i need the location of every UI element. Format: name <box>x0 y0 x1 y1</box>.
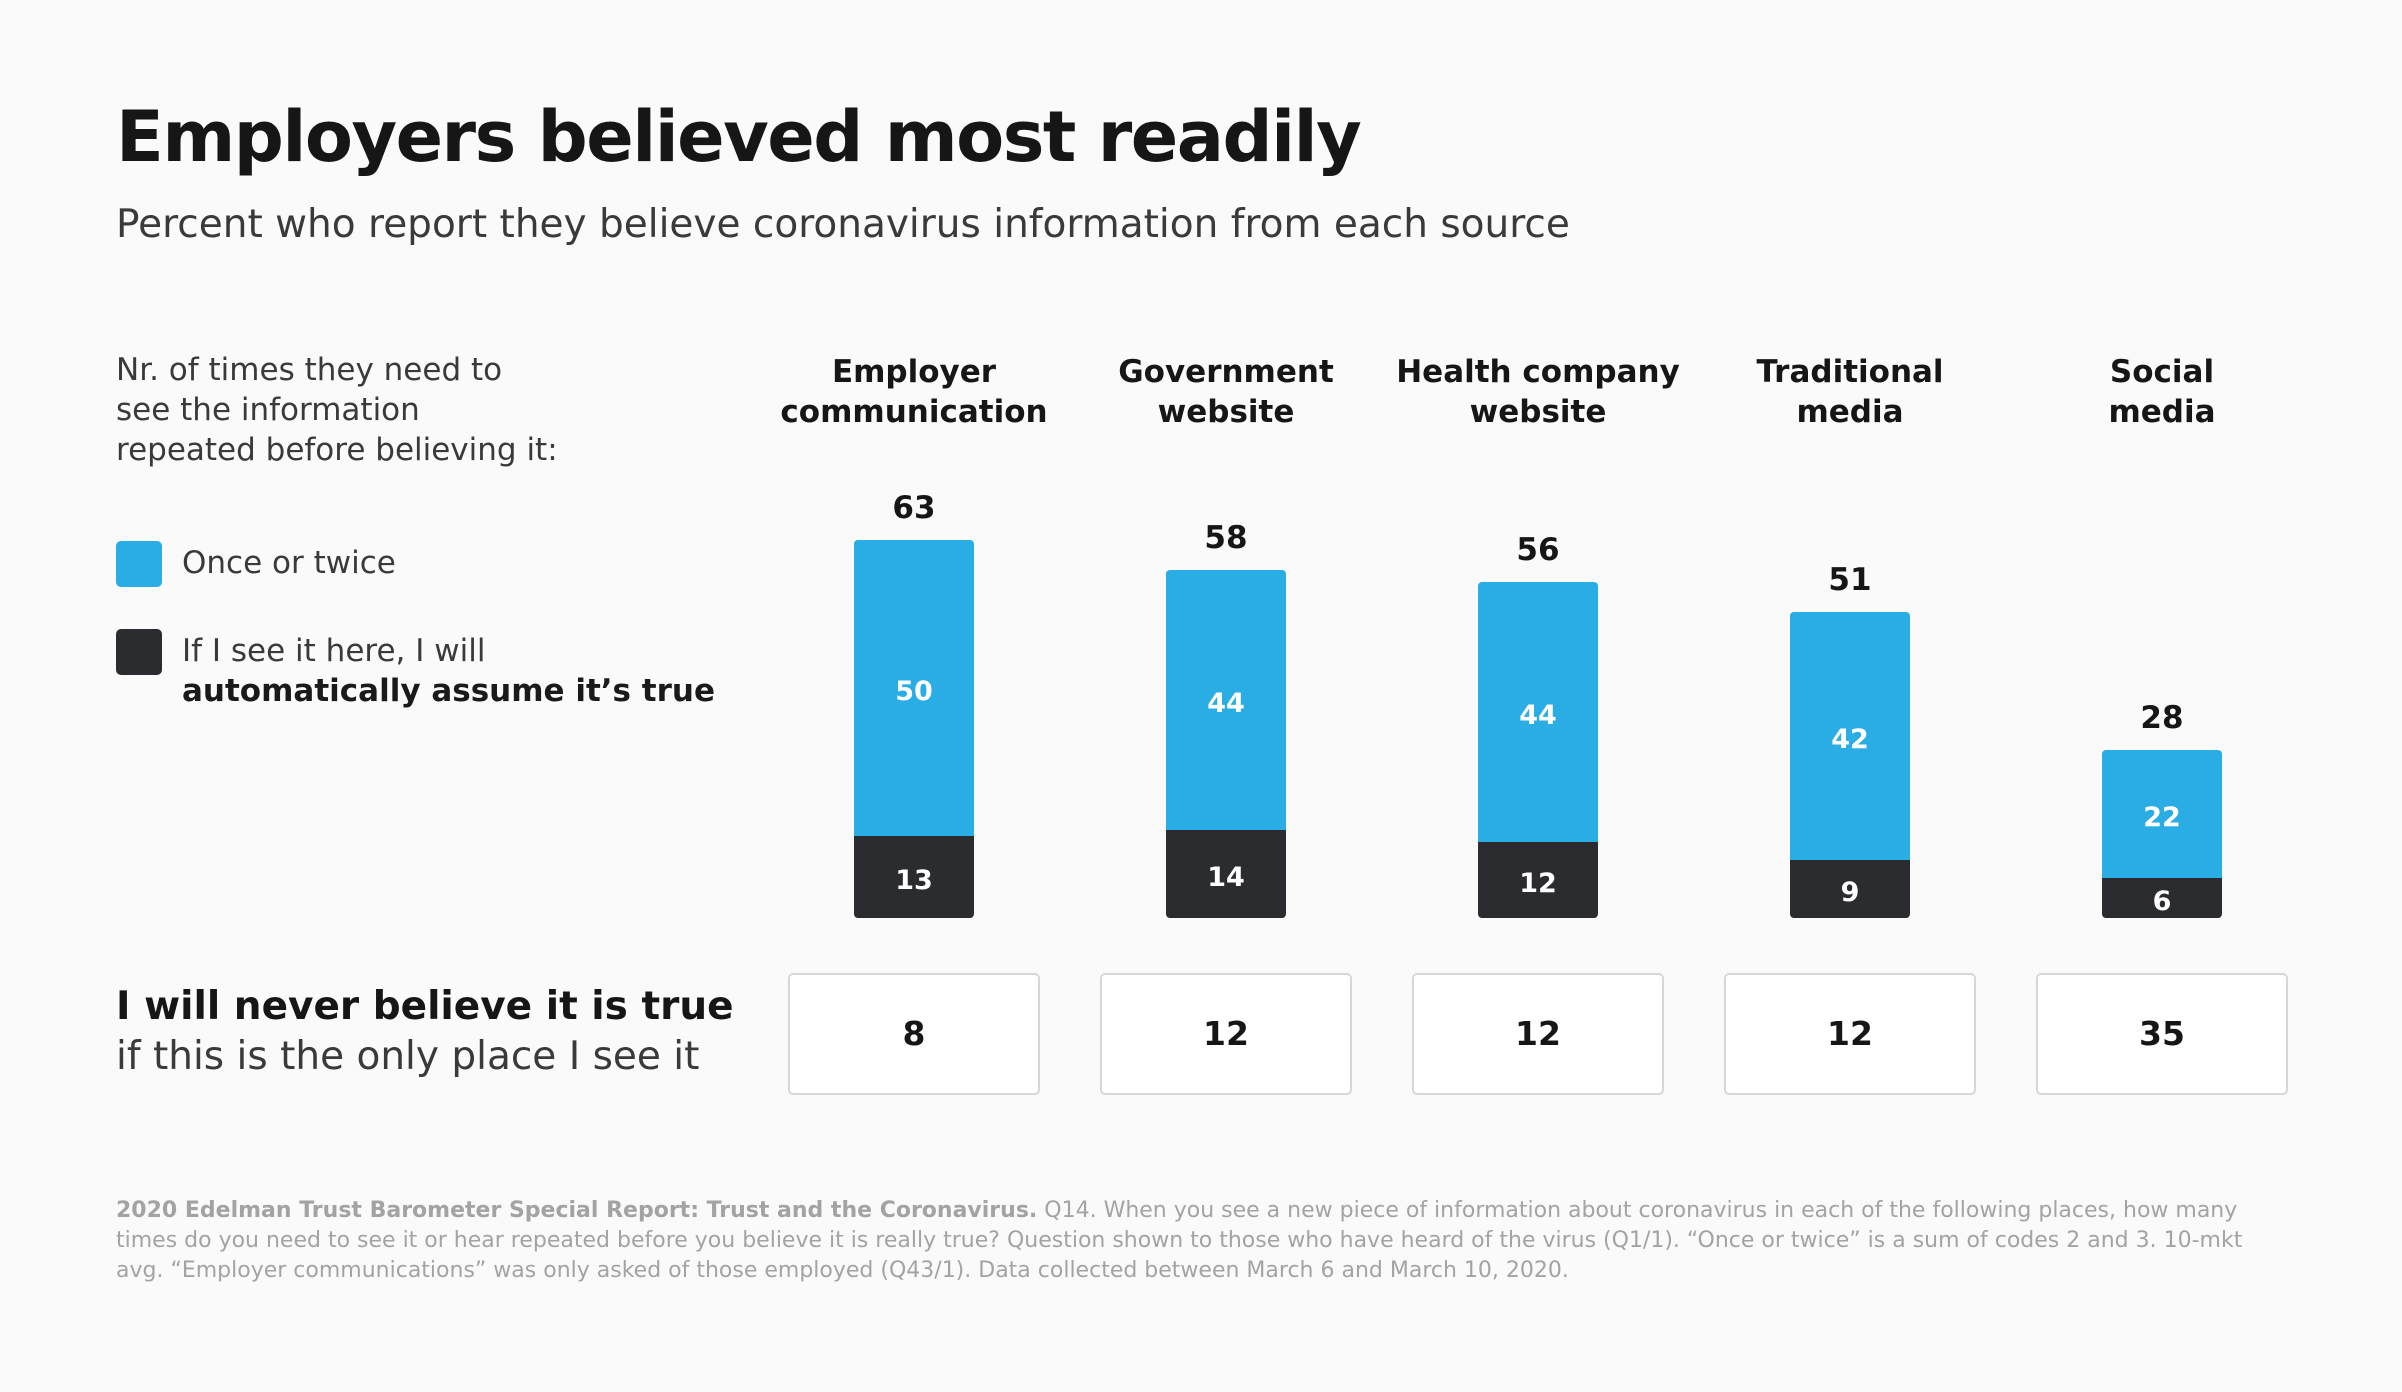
category-label: Health company <box>1396 354 1680 390</box>
never-value-box <box>1100 973 1352 1095</box>
bar-segment-auto <box>1478 846 1598 918</box>
legend-intro-line: Nr. of times they need to <box>116 352 503 388</box>
never-value-label: 12 <box>1515 1014 1561 1053</box>
bar-segment-once <box>1478 582 1598 846</box>
bar-value-label-auto: 13 <box>895 865 933 896</box>
bar-value-label-once: 22 <box>2143 802 2181 833</box>
bar-total-label: 28 <box>2140 700 2183 736</box>
legend-label-auto-line2: automatically assume it’s true <box>182 673 715 709</box>
category-label: media <box>2108 394 2215 430</box>
bar-value-label-once: 50 <box>895 676 933 707</box>
never-believe-line1: I will never believe it is true <box>116 984 734 1029</box>
never-believe-line2: if this is the only place I see it <box>116 1034 700 1079</box>
bar-segment-auto <box>2102 882 2222 918</box>
legend-label-once: Once or twice <box>182 545 396 581</box>
legend-intro: Nr. of times they need to see the inform… <box>116 350 596 470</box>
bar-value-label-once: 44 <box>1519 700 1557 731</box>
footnote-text: Q14. When you see a new piece of informa… <box>116 1198 2243 1283</box>
legend-swatch-once <box>116 541 162 587</box>
bar-value-label-auto: 6 <box>2153 886 2172 917</box>
never-value-label: 12 <box>1827 1014 1873 1053</box>
bar-value-label-auto: 12 <box>1519 868 1557 899</box>
bar-value-label-once: 42 <box>1831 724 1869 755</box>
legend-intro-line: see the information <box>116 392 420 428</box>
bar-total-label: 56 <box>1516 532 1559 568</box>
bar-segment-once <box>2102 750 2222 882</box>
bar-segment-joint <box>1166 830 1286 838</box>
bar-total-label: 58 <box>1204 520 1247 556</box>
legend-intro-line: repeated before believing it: <box>116 432 558 468</box>
legend-label-auto: If I see it here, I will automatically a… <box>182 631 715 711</box>
bar-value-label-auto: 14 <box>1207 862 1245 893</box>
bar-value-label-auto: 9 <box>1841 877 1860 908</box>
never-value-label: 12 <box>1203 1014 1249 1053</box>
bar-segment-joint <box>2102 878 2222 886</box>
legend-swatch-auto <box>116 629 162 675</box>
category-label: website <box>1158 394 1295 430</box>
category-label: communication <box>780 394 1047 430</box>
never-believe-label: I will never believe it is true if this … <box>116 982 734 1082</box>
never-value-box <box>1724 973 1976 1095</box>
bar-total-label: 51 <box>1828 562 1871 598</box>
chart-subtitle: Percent who report they believe coronavi… <box>116 202 1570 247</box>
category-label: Employer <box>832 354 997 390</box>
bar-segment-once <box>1790 612 1910 864</box>
category-label: Traditional <box>1756 354 1943 390</box>
bar-segment-auto <box>854 840 974 918</box>
never-value-box <box>2036 973 2288 1095</box>
bar-segment-joint <box>1790 860 1910 868</box>
bar-segment-joint <box>854 836 974 844</box>
bar-segment-once <box>1166 570 1286 834</box>
footnote: 2020 Edelman Trust Barometer Special Rep… <box>116 1196 2296 1286</box>
category-label: media <box>1796 394 1903 430</box>
chart-title: Employers believed most readily <box>116 96 1362 178</box>
never-value-label: 35 <box>2139 1014 2185 1053</box>
footnote-source: 2020 Edelman Trust Barometer Special Rep… <box>116 1198 1038 1223</box>
bar-segment-auto <box>1790 864 1910 918</box>
category-label: Government <box>1118 354 1334 390</box>
bar-total-label: 63 <box>892 490 935 526</box>
bar-segment-joint <box>1478 842 1598 850</box>
bar-segment-once <box>854 540 974 840</box>
never-value-label: 8 <box>903 1014 926 1053</box>
bar-value-label-once: 44 <box>1207 688 1245 719</box>
bar-segment-auto <box>1166 834 1286 918</box>
never-value-box <box>1412 973 1664 1095</box>
never-value-box <box>788 973 1040 1095</box>
legend-label-auto-line1: If I see it here, I will <box>182 633 486 669</box>
category-label: Social <box>2110 354 2214 390</box>
category-label: website <box>1470 394 1607 430</box>
